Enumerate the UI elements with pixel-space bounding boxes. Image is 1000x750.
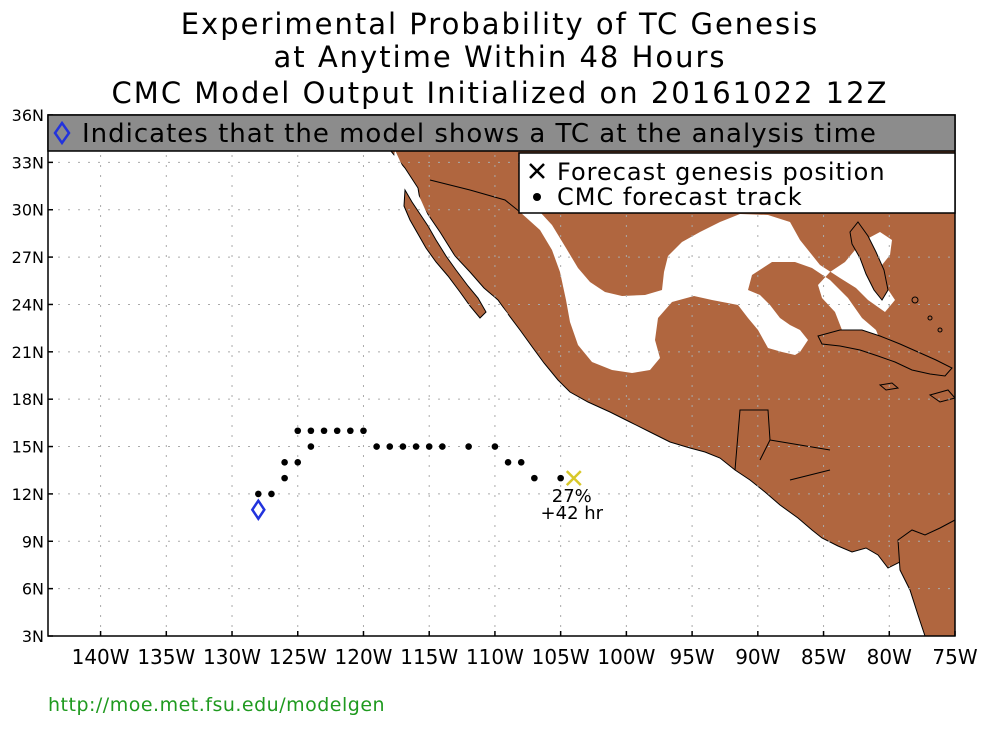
lon-tick-label: 100W: [597, 645, 655, 669]
track-point: [255, 490, 262, 498]
lon-tick-label: 75W: [932, 645, 977, 669]
nicaragua-border: [789, 469, 831, 481]
honduras-border: [769, 439, 831, 451]
lon-tick-label: 120W: [335, 645, 393, 669]
track-point: [399, 443, 407, 450]
title-line-2: at Anytime Within 48 Hours: [273, 40, 727, 74]
lon-tick-label: 140W: [72, 645, 130, 669]
track-point: [439, 443, 446, 450]
track-point: [412, 443, 420, 450]
track-point: [281, 459, 288, 466]
guatemala-border: [734, 409, 771, 471]
genesis-x-icon: [565, 470, 582, 487]
lat-tick-label: 3N: [22, 627, 44, 646]
title-line-1: Experimental Probability of TC Genesis: [180, 7, 820, 41]
lat-tick-label: 18N: [12, 390, 44, 409]
analysis-diamond-icon: [250, 498, 266, 521]
lat-lon-grid: [48, 115, 955, 636]
land-layer: [379, 115, 955, 636]
analysis-banner: Indicates that the model shows a TC at t…: [47, 114, 956, 152]
lon-tick-label: 125W: [269, 645, 327, 669]
legend-genesis-label: Forecast genesis position: [557, 158, 886, 186]
track-point: [465, 443, 472, 450]
lat-tick-label: 27N: [12, 248, 44, 267]
lon-tick-label: 80W: [867, 645, 912, 669]
track-point: [333, 427, 341, 435]
track-point: [268, 490, 275, 498]
title-line-3: CMC Model Output Initialized on 20161022…: [111, 76, 889, 110]
forecast-track: [250, 427, 582, 521]
south-america-edge: [897, 519, 955, 636]
mainland-landmass: [379, 115, 955, 613]
banner-box: [47, 114, 956, 152]
legend-box: [518, 152, 956, 214]
track-point: [360, 427, 367, 435]
bahamas-island: [937, 327, 943, 333]
track-point: [517, 459, 525, 466]
track-point: [294, 427, 302, 435]
gulf-of-california: [392, 150, 508, 320]
longitude-axis: 140W 135W 130W 125W 120W 115W 110W 105W 100W 95W 9…: [72, 631, 978, 669]
track-point: [347, 427, 354, 435]
lat-tick-label: 30N: [12, 201, 44, 220]
track-point: [281, 474, 288, 482]
lat-tick-label: 6N: [22, 580, 44, 599]
lat-tick-label: 9N: [22, 532, 44, 551]
lat-tick-label: 15N: [12, 438, 44, 457]
track-point: [294, 459, 302, 466]
track-point: [307, 443, 315, 450]
genesis-probability: 27%: [552, 486, 592, 507]
bahamas-island: [911, 296, 919, 304]
track-point: [504, 459, 512, 466]
legend: Forecast genesis position CMC forecast t…: [518, 152, 956, 214]
lon-tick-label: 135W: [137, 645, 195, 669]
lat-tick-label: 12N: [12, 485, 44, 504]
track-point: [491, 443, 499, 450]
lat-tick-label: 33N: [12, 153, 44, 172]
lon-tick-label: 95W: [669, 645, 714, 669]
baja-california: [403, 188, 487, 319]
lon-tick-label: 85W: [801, 645, 846, 669]
legend-track-label: CMC forecast track: [557, 183, 803, 211]
track-point: [386, 443, 394, 450]
track-point: [557, 474, 564, 482]
track-point: [425, 443, 433, 450]
x-mark-icon: [529, 163, 545, 179]
florida: [849, 221, 889, 301]
banner-text: Indicates that the model shows a TC at t…: [82, 119, 877, 149]
cuba: [817, 329, 953, 377]
source-url[interactable]: http://moe.met.fsu.edu/modelgen: [48, 694, 386, 716]
track-point: [373, 443, 380, 450]
lon-tick-label: 115W: [400, 645, 458, 669]
gulf-of-mexico: [520, 212, 895, 373]
diamond-icon: [53, 120, 71, 146]
lat-tick-label: 21N: [12, 343, 44, 362]
track-point: [320, 427, 328, 435]
genesis-lead-time: +42 hr: [541, 503, 604, 524]
lon-tick-label: 105W: [532, 645, 590, 669]
us-mexico-border: [429, 179, 521, 213]
dot-icon: [533, 193, 541, 201]
lon-tick-label: 110W: [466, 645, 524, 669]
lat-tick-label: 36N: [12, 106, 44, 125]
lon-tick-label: 90W: [735, 645, 780, 669]
lon-tick-label: 130W: [203, 645, 261, 669]
latitude-axis: 36N 33N 30N 27N 24N 21N 18N 15N 12N 9N 6N 3N: [12, 106, 53, 646]
lat-tick-label: 24N: [12, 295, 44, 314]
track-point: [307, 427, 315, 435]
bahamas-island: [927, 315, 933, 321]
track-point: [531, 474, 538, 482]
